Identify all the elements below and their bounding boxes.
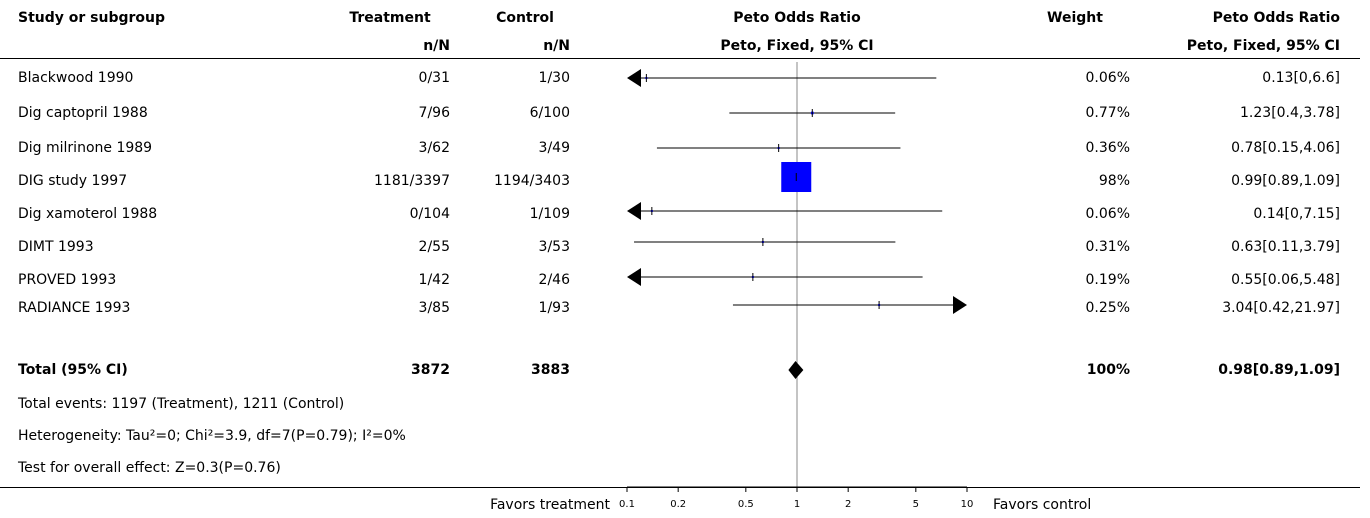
header-control: Control bbox=[496, 10, 554, 26]
x-tick-label: 0.2 bbox=[670, 499, 686, 510]
study-name: Dig captopril 1988 bbox=[18, 105, 148, 121]
weight-value: 0.06% bbox=[1085, 206, 1130, 222]
weight-value: 0.25% bbox=[1085, 300, 1130, 316]
total-effect: 0.98[0.89,1.09] bbox=[1218, 362, 1340, 378]
effect-value: 0.14[0,7.15] bbox=[1253, 206, 1340, 222]
total-label: Total (95% CI) bbox=[18, 362, 128, 378]
control-events: 1/109 bbox=[529, 206, 570, 222]
header-effect: Peto Odds Ratio bbox=[1212, 10, 1340, 26]
treatment-events: 1181/3397 bbox=[374, 173, 450, 189]
effect-value: 0.78[0.15,4.06] bbox=[1231, 140, 1340, 156]
x-tick-label: 0.1 bbox=[619, 499, 635, 510]
total-events-note: Total events: 1197 (Treatment), 1211 (Co… bbox=[18, 396, 345, 412]
treatment-events: 7/96 bbox=[418, 105, 450, 121]
header-treatment: Treatment bbox=[349, 10, 431, 26]
control-events: 1194/3403 bbox=[494, 173, 570, 189]
x-tick-label: 2 bbox=[845, 499, 851, 510]
header-plot-sub: Peto, Fixed, 95% CI bbox=[720, 38, 874, 54]
ci-arrow-left bbox=[627, 268, 641, 286]
ci-arrow-left bbox=[627, 69, 641, 87]
study-name: DIG study 1997 bbox=[18, 173, 128, 189]
effect-value: 1.23[0.4,3.78] bbox=[1240, 105, 1340, 121]
treatment-events: 3/85 bbox=[418, 300, 450, 316]
effect-value: 0.13[0,6.6] bbox=[1262, 70, 1340, 86]
effect-value: 0.63[0.11,3.79] bbox=[1231, 239, 1340, 255]
treatment-events: 1/42 bbox=[418, 272, 450, 288]
weight-value: 0.31% bbox=[1085, 239, 1130, 255]
effect-value: 3.04[0.42,21.97] bbox=[1222, 300, 1340, 316]
total-treatment: 3872 bbox=[411, 362, 450, 378]
header-plot: Peto Odds Ratio bbox=[733, 10, 861, 26]
x-tick-label: 0.5 bbox=[738, 499, 754, 510]
ci-arrow-left bbox=[627, 202, 641, 220]
effect-value: 0.99[0.89,1.09] bbox=[1231, 173, 1340, 189]
favors-treatment-label: Favors treatment bbox=[490, 497, 610, 513]
control-events: 1/93 bbox=[538, 300, 570, 316]
control-events: 3/49 bbox=[538, 140, 570, 156]
header-control-sub: n/N bbox=[543, 38, 570, 54]
weight-value: 98% bbox=[1098, 173, 1130, 189]
control-events: 1/30 bbox=[538, 70, 570, 86]
study-name: RADIANCE 1993 bbox=[18, 300, 131, 316]
control-events: 3/53 bbox=[538, 239, 570, 255]
heterogeneity-note: Heterogeneity: Tau²=0; Chi²=3.9, df=7(P=… bbox=[18, 428, 406, 444]
treatment-events: 3/62 bbox=[418, 140, 450, 156]
total-control: 3883 bbox=[531, 362, 570, 378]
ci-arrow-right bbox=[953, 296, 967, 314]
control-events: 2/46 bbox=[538, 272, 570, 288]
header-rule bbox=[0, 58, 1360, 59]
treatment-events: 0/104 bbox=[409, 206, 450, 222]
study-name: DIMT 1993 bbox=[18, 239, 94, 255]
control-events: 6/100 bbox=[529, 105, 570, 121]
total-weight: 100% bbox=[1086, 362, 1130, 378]
weight-value: 0.77% bbox=[1085, 105, 1130, 121]
weight-value: 0.36% bbox=[1085, 140, 1130, 156]
study-name: Dig xamoterol 1988 bbox=[18, 206, 158, 222]
x-tick-label: 5 bbox=[913, 499, 919, 510]
weight-value: 0.19% bbox=[1085, 272, 1130, 288]
treatment-events: 2/55 bbox=[418, 239, 450, 255]
overall-effect-note: Test for overall effect: Z=0.3(P=0.76) bbox=[18, 460, 281, 476]
weight-value: 0.06% bbox=[1085, 70, 1130, 86]
header-weight: Weight bbox=[1047, 10, 1103, 26]
header-treatment-sub: n/N bbox=[423, 38, 450, 54]
favors-control-label: Favors control bbox=[993, 497, 1092, 513]
study-name: Blackwood 1990 bbox=[18, 70, 134, 86]
x-tick-label: 1 bbox=[794, 499, 800, 510]
pooled-diamond bbox=[788, 361, 804, 379]
study-name: Dig milrinone 1989 bbox=[18, 140, 153, 156]
treatment-events: 0/31 bbox=[418, 70, 450, 86]
header-study: Study or subgroup bbox=[18, 10, 166, 26]
effect-value: 0.55[0.06,5.48] bbox=[1231, 272, 1340, 288]
header-effect-sub: Peto, Fixed, 95% CI bbox=[1186, 38, 1340, 54]
x-tick-label: 10 bbox=[961, 499, 974, 510]
study-name: PROVED 1993 bbox=[18, 272, 117, 288]
